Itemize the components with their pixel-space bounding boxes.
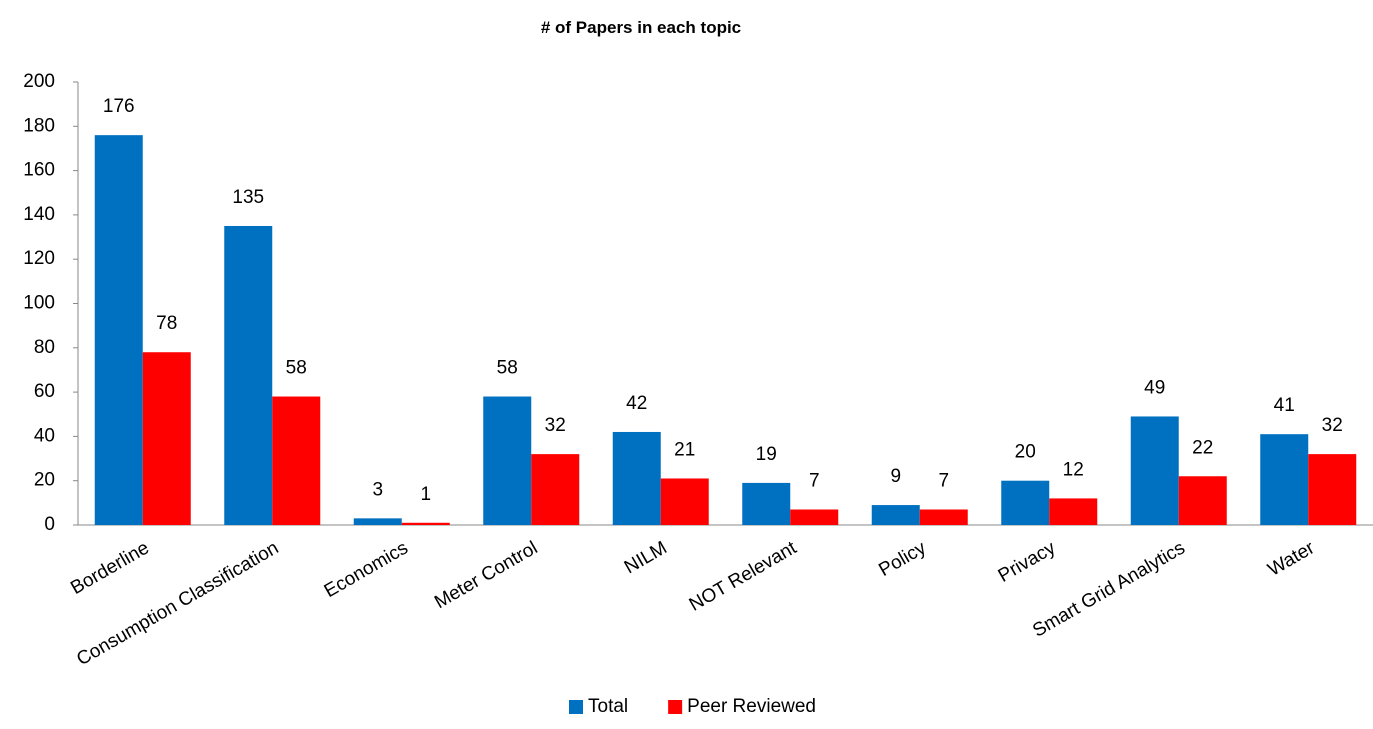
x-tick-label: NILM	[621, 537, 671, 578]
data-label: 7	[809, 471, 820, 492]
y-tick-label: 80	[34, 337, 55, 358]
y-tick-label: 40	[34, 425, 55, 446]
data-label: 22	[1192, 437, 1213, 458]
bar	[483, 396, 532, 525]
bar	[790, 509, 839, 525]
x-tick-label: Meter Control	[431, 537, 541, 613]
bar	[1178, 476, 1227, 525]
data-label: 42	[626, 393, 647, 414]
x-tick-label: Privacy	[995, 537, 1060, 587]
data-label: 32	[545, 415, 566, 436]
data-label: 41	[1274, 395, 1295, 416]
bar	[919, 509, 968, 525]
y-tick-label: 160	[23, 160, 55, 181]
data-label: 20	[1015, 442, 1036, 463]
bar	[531, 454, 580, 525]
legend-swatch	[569, 700, 583, 714]
legend-label: Total	[588, 696, 628, 717]
data-label: 12	[1063, 459, 1084, 480]
y-tick-label: 200	[23, 71, 55, 92]
y-tick-label: 180	[23, 115, 55, 136]
x-tick-label: Water	[1264, 537, 1318, 581]
data-label: 49	[1144, 377, 1165, 398]
x-tick-label: Borderline	[67, 537, 153, 598]
bar	[742, 482, 791, 525]
y-tick-label: 120	[23, 248, 55, 269]
y-tick-label: 0	[44, 514, 55, 535]
data-label: 1	[420, 484, 431, 505]
data-label: 135	[232, 187, 264, 208]
data-label: 19	[756, 444, 777, 465]
bar	[1001, 480, 1050, 525]
legend-label: Peer Reviewed	[687, 696, 816, 717]
bar	[660, 478, 709, 525]
legend-swatch	[668, 700, 683, 714]
bar	[1130, 416, 1179, 525]
data-label: 21	[674, 440, 695, 461]
bar	[353, 518, 402, 525]
bar	[612, 431, 661, 525]
y-tick-label: 140	[23, 204, 55, 225]
bar	[1049, 498, 1098, 525]
bar	[224, 225, 273, 525]
x-tick-label: Consumption Classification	[73, 537, 282, 670]
x-tick-label: NOT Relevant	[686, 537, 801, 616]
data-label: 9	[890, 466, 901, 487]
y-tick-label: 100	[23, 293, 55, 314]
bar	[272, 396, 321, 525]
data-label: 58	[286, 358, 307, 379]
bar	[1260, 434, 1309, 525]
bar	[142, 352, 191, 525]
chart-title: # of Papers in each topic	[540, 18, 742, 37]
bar	[1308, 454, 1357, 525]
data-label: 78	[156, 313, 177, 334]
data-label: 32	[1322, 415, 1343, 436]
bar	[401, 522, 450, 525]
data-label: 58	[497, 358, 518, 379]
data-label: 3	[372, 479, 383, 500]
x-tick-label: Economics	[321, 537, 412, 602]
x-tick-label: Policy	[875, 537, 930, 581]
y-tick-label: 60	[34, 381, 55, 402]
y-tick-label: 20	[34, 470, 55, 491]
data-label: 7	[938, 471, 949, 492]
bar	[94, 135, 143, 525]
data-label: 176	[103, 96, 135, 117]
bar	[871, 505, 920, 525]
